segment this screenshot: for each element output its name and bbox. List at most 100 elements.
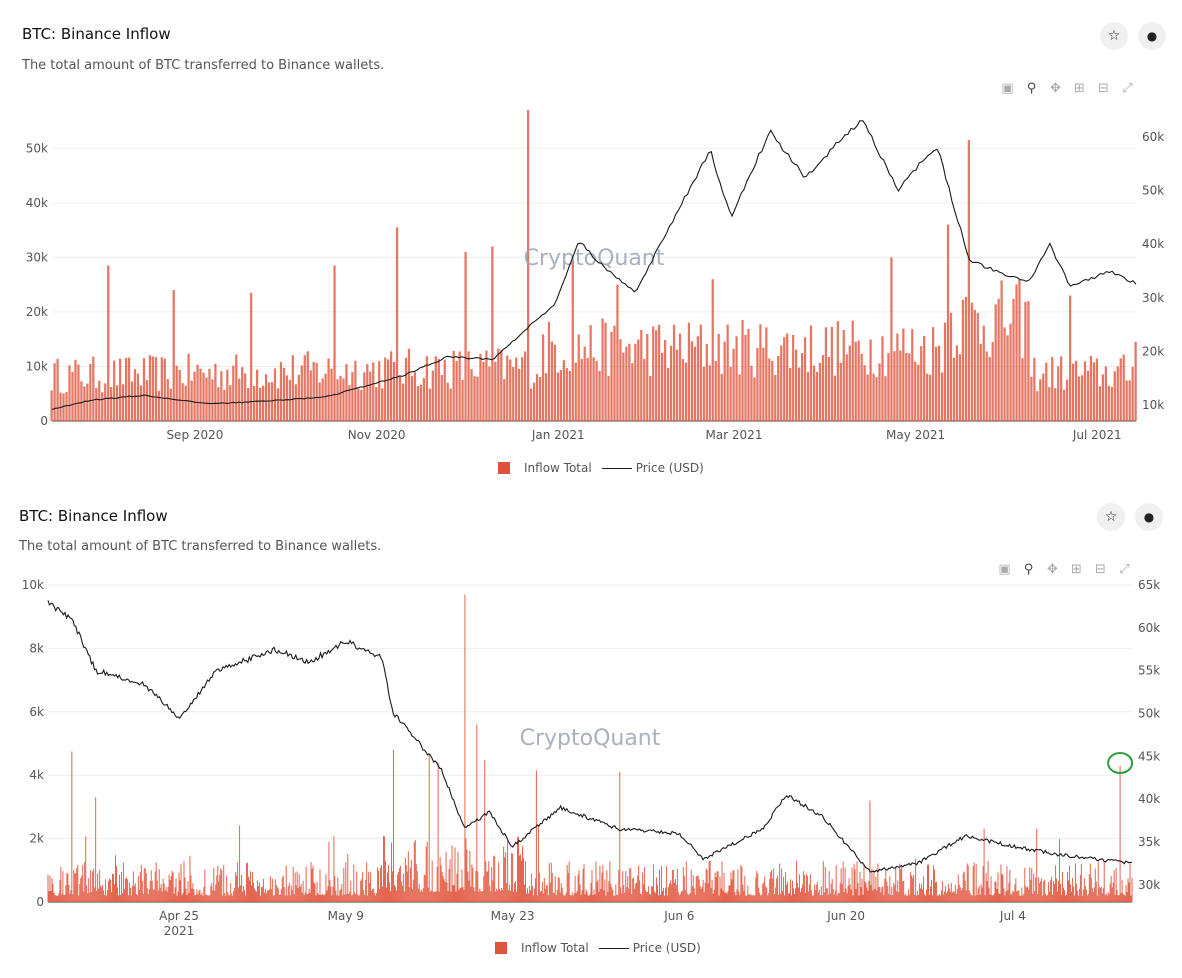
legend-bar-label: Inflow Total [524, 461, 592, 475]
inflow-bar [74, 359, 77, 421]
zoom-in-icon[interactable]: ⊞ [1071, 562, 1082, 577]
inflow-bar [668, 883, 670, 902]
inflow-bar [288, 379, 291, 421]
inflow-bar [344, 894, 346, 902]
inflow-bar [343, 868, 345, 902]
inflow-bar [356, 871, 358, 902]
inflow-bar [471, 864, 473, 902]
inflow-bar [443, 879, 445, 902]
zoom-icon[interactable]: ⚲ [1026, 81, 1037, 96]
inflow-bar [455, 361, 458, 421]
inflow-bar [559, 370, 562, 421]
inflow-bar [255, 369, 259, 421]
inflow-bar [373, 889, 375, 902]
inflow-bar [211, 379, 214, 421]
inflow-bar [374, 893, 376, 902]
inflow-bar [854, 341, 857, 421]
zoom-icon[interactable]: ⚲ [1023, 562, 1034, 577]
inflow-bar [366, 364, 369, 421]
inflow-bar [927, 864, 929, 902]
inflow-bar [985, 872, 987, 902]
inflow-bar [777, 356, 780, 421]
inflow-bar [669, 880, 671, 902]
inflow-bar [862, 894, 864, 902]
inflow-bar [990, 876, 992, 902]
inflow-bar [101, 887, 103, 902]
favorite-star-button[interactable]: ☆ [1097, 503, 1125, 531]
inflow-bar [509, 359, 512, 421]
inflow-bar [1022, 895, 1024, 902]
inflow-bar [821, 355, 825, 421]
inflow-bar [589, 325, 592, 421]
inflow-chart-2[interactable]: 02k4k6k8k10k30k35k40k45k50k55k60k65kCryp… [0, 482, 1182, 942]
inflow-bar [246, 863, 248, 902]
alert-bell-button[interactable]: ● [1138, 22, 1166, 50]
inflow-bar [743, 890, 745, 902]
inflow-bar [312, 362, 315, 421]
inflow-bar [768, 358, 771, 421]
inflow-bar [515, 357, 518, 421]
zoom-in-icon[interactable]: ⊞ [1074, 81, 1085, 96]
camera-icon[interactable]: ▣ [1001, 81, 1014, 96]
inflow-bar [402, 873, 404, 902]
inflow-bar [154, 871, 156, 902]
camera-icon[interactable]: ▣ [998, 562, 1011, 577]
inflow-bar [391, 871, 393, 902]
inflow-bar [1079, 874, 1081, 902]
inflow-bar [386, 887, 387, 902]
inflow-bar [92, 871, 94, 902]
inflow-bar [465, 838, 467, 902]
inflow-bar [923, 876, 925, 902]
chart-subtitle: The total amount of BTC transferred to B… [19, 539, 382, 554]
inflow-bar [568, 861, 570, 902]
inflow-bar [1020, 895, 1022, 902]
inflow-bar [1038, 877, 1040, 902]
inflow-bar [411, 889, 413, 902]
inflow-bar [940, 372, 944, 421]
inflow-bar [1054, 884, 1056, 902]
inflow-bar [194, 895, 196, 902]
inflow-bar [820, 886, 822, 902]
inflow-bar [896, 333, 899, 421]
inflow-bar [494, 361, 497, 421]
inflow-bar [341, 884, 343, 902]
inflow-bar [285, 865, 287, 902]
y-right-tick: 30k [1138, 878, 1160, 892]
zoom-out-icon[interactable]: ⊟ [1098, 81, 1109, 96]
inflow-bar [360, 880, 362, 902]
autoscale-icon[interactable]: ⤢ [1122, 81, 1133, 96]
inflow-chart-1[interactable]: 010k20k30k40k50k10k20k30k40k50k60kCrypto… [0, 0, 1182, 450]
inflow-bar [129, 887, 131, 902]
inflow-bar [261, 886, 263, 902]
inflow-bar [1096, 895, 1098, 902]
alert-bell-button[interactable]: ● [1135, 503, 1163, 531]
inflow-bar [77, 864, 79, 902]
inflow-bar [546, 885, 548, 902]
inflow-bar [211, 882, 213, 902]
favorite-star-button[interactable]: ☆ [1100, 22, 1128, 50]
inflow-bar [809, 325, 813, 421]
inflow-bar [689, 892, 691, 902]
inflow-bar [235, 872, 237, 902]
autoscale-icon[interactable]: ⤢ [1119, 562, 1130, 577]
pan-icon[interactable]: ✥ [1047, 562, 1058, 577]
inflow-bar [71, 751, 73, 902]
inflow-bar [792, 880, 794, 902]
pan-icon[interactable]: ✥ [1050, 81, 1061, 96]
inflow-bar [565, 368, 568, 421]
inflow-bar [434, 891, 436, 902]
inflow-bar [943, 891, 945, 902]
inflow-bar [509, 884, 511, 902]
inflow-bar [529, 890, 531, 902]
inflow-bar [315, 895, 317, 902]
inflow-bar [166, 378, 169, 421]
inflow-bar [692, 875, 694, 902]
inflow-bar [811, 895, 813, 902]
zoom-out-icon[interactable]: ⊟ [1095, 562, 1106, 577]
inflow-bar [877, 863, 879, 902]
inflow-bar [768, 893, 770, 902]
inflow-bar [670, 884, 672, 902]
inflow-bar [80, 878, 82, 902]
inflow-bar [244, 373, 247, 421]
inflow-bar [638, 865, 640, 902]
